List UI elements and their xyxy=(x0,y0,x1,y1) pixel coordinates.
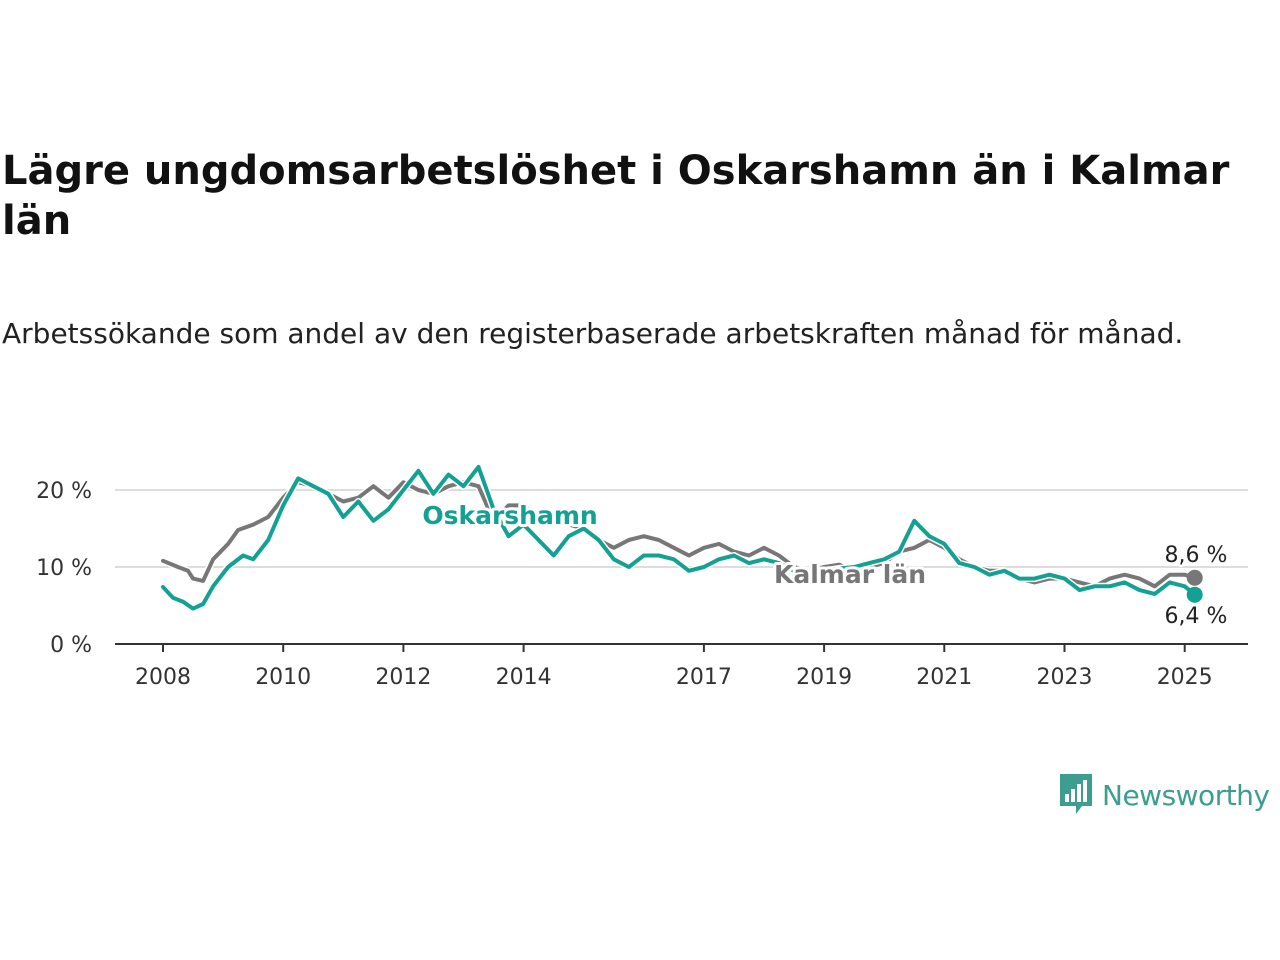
series-label: Oskarshamn xyxy=(422,501,597,530)
y-tick-label: 10 % xyxy=(36,556,92,581)
newsworthy-logo-icon xyxy=(1060,774,1092,814)
y-tick-label: 0 % xyxy=(50,633,92,658)
end-value-label: 6,4 % xyxy=(1165,604,1228,629)
x-tick-label: 2014 xyxy=(496,665,552,690)
x-tick-label: 2023 xyxy=(1037,665,1093,690)
end-point-oskarshamn xyxy=(1186,586,1203,603)
chart-subtitle: Arbetssökande som andel av den registerb… xyxy=(2,317,1184,350)
y-tick-labels: 0 % 10 % 20 % xyxy=(36,479,92,658)
line-chart: 0 % 10 % 20 % 2008 2010 2012 2014 2017 2019 2021… xyxy=(36,463,1248,690)
x-tick-label: 2021 xyxy=(916,665,972,690)
y-tick-label: 20 % xyxy=(36,479,92,504)
newsworthy-logo-text: Newsworthy xyxy=(1102,778,1270,812)
chart-title: Lägre ungdomsarbetslöshet i Oskarshamn ä… xyxy=(2,148,1230,244)
series-line-kalmar-län xyxy=(161,480,1197,589)
series-halo-kalmar-län xyxy=(159,478,1199,590)
x-tick-label: 2012 xyxy=(375,665,431,690)
x-tick-label: 2010 xyxy=(255,665,311,690)
end-point-kalmar-län xyxy=(1186,569,1203,586)
end-value-label: 8,6 % xyxy=(1165,543,1228,568)
series-labels: Kalmar län 8,6 % Oskarshamn 6,4 % xyxy=(419,498,1230,632)
x-tick-label: 2025 xyxy=(1157,665,1213,690)
x-tick-label: 2008 xyxy=(135,665,191,690)
series-line-oskarshamn xyxy=(161,464,1197,611)
x-tick-label: 2017 xyxy=(676,665,732,690)
x-tick-labels: 2008 2010 2012 2014 2017 2019 2021 2023 2025 xyxy=(135,644,1213,690)
series-label: Kalmar län xyxy=(774,560,926,589)
newsworthy-logo: Newsworthy xyxy=(1058,772,1270,818)
series-lines xyxy=(159,463,1203,613)
x-tick-label: 2019 xyxy=(796,665,852,690)
